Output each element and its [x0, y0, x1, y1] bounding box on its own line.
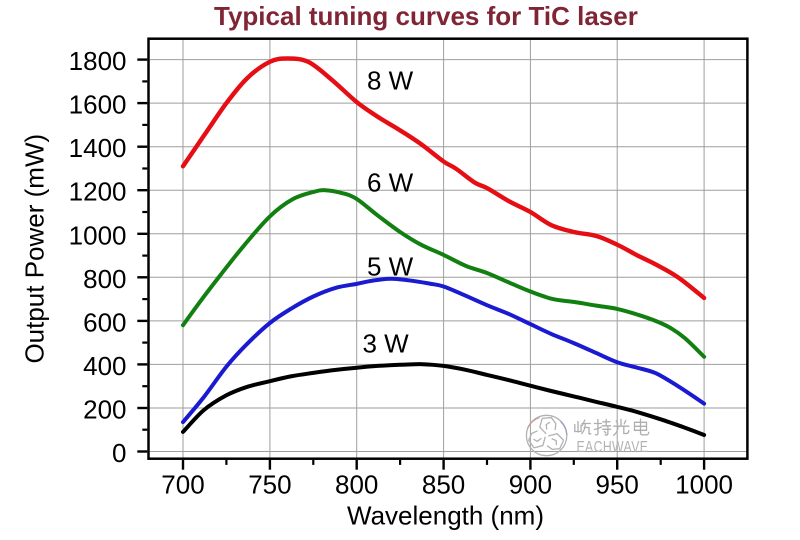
svg-text:0: 0 — [112, 438, 126, 468]
svg-text:400: 400 — [83, 351, 126, 381]
svg-text:900: 900 — [509, 470, 552, 500]
svg-text:5 W: 5 W — [367, 252, 414, 282]
svg-text:3 W: 3 W — [363, 329, 410, 359]
svg-text:1800: 1800 — [69, 46, 127, 76]
svg-text:800: 800 — [335, 470, 378, 500]
svg-text:750: 750 — [248, 470, 291, 500]
svg-text:950: 950 — [596, 470, 639, 500]
svg-text:200: 200 — [83, 395, 126, 425]
svg-text:Wavelength (nm): Wavelength (nm) — [347, 500, 544, 530]
svg-text:800: 800 — [83, 264, 126, 294]
svg-text:6 W: 6 W — [367, 168, 414, 198]
svg-text:1000: 1000 — [69, 220, 127, 250]
svg-text:1000: 1000 — [675, 470, 733, 500]
svg-text:700: 700 — [161, 470, 204, 500]
svg-text:Typical tuning curves for TiC: Typical tuning curves for TiC laser — [214, 1, 638, 31]
svg-text:Output Power (mW): Output Power (mW) — [20, 134, 50, 364]
svg-text:1400: 1400 — [69, 133, 127, 163]
svg-text:600: 600 — [83, 307, 126, 337]
svg-text:8 W: 8 W — [367, 66, 414, 96]
svg-text:1600: 1600 — [69, 90, 127, 120]
svg-text:850: 850 — [422, 470, 465, 500]
svg-text:EACHWAVE: EACHWAVE — [577, 437, 649, 455]
svg-text:1200: 1200 — [69, 177, 127, 207]
